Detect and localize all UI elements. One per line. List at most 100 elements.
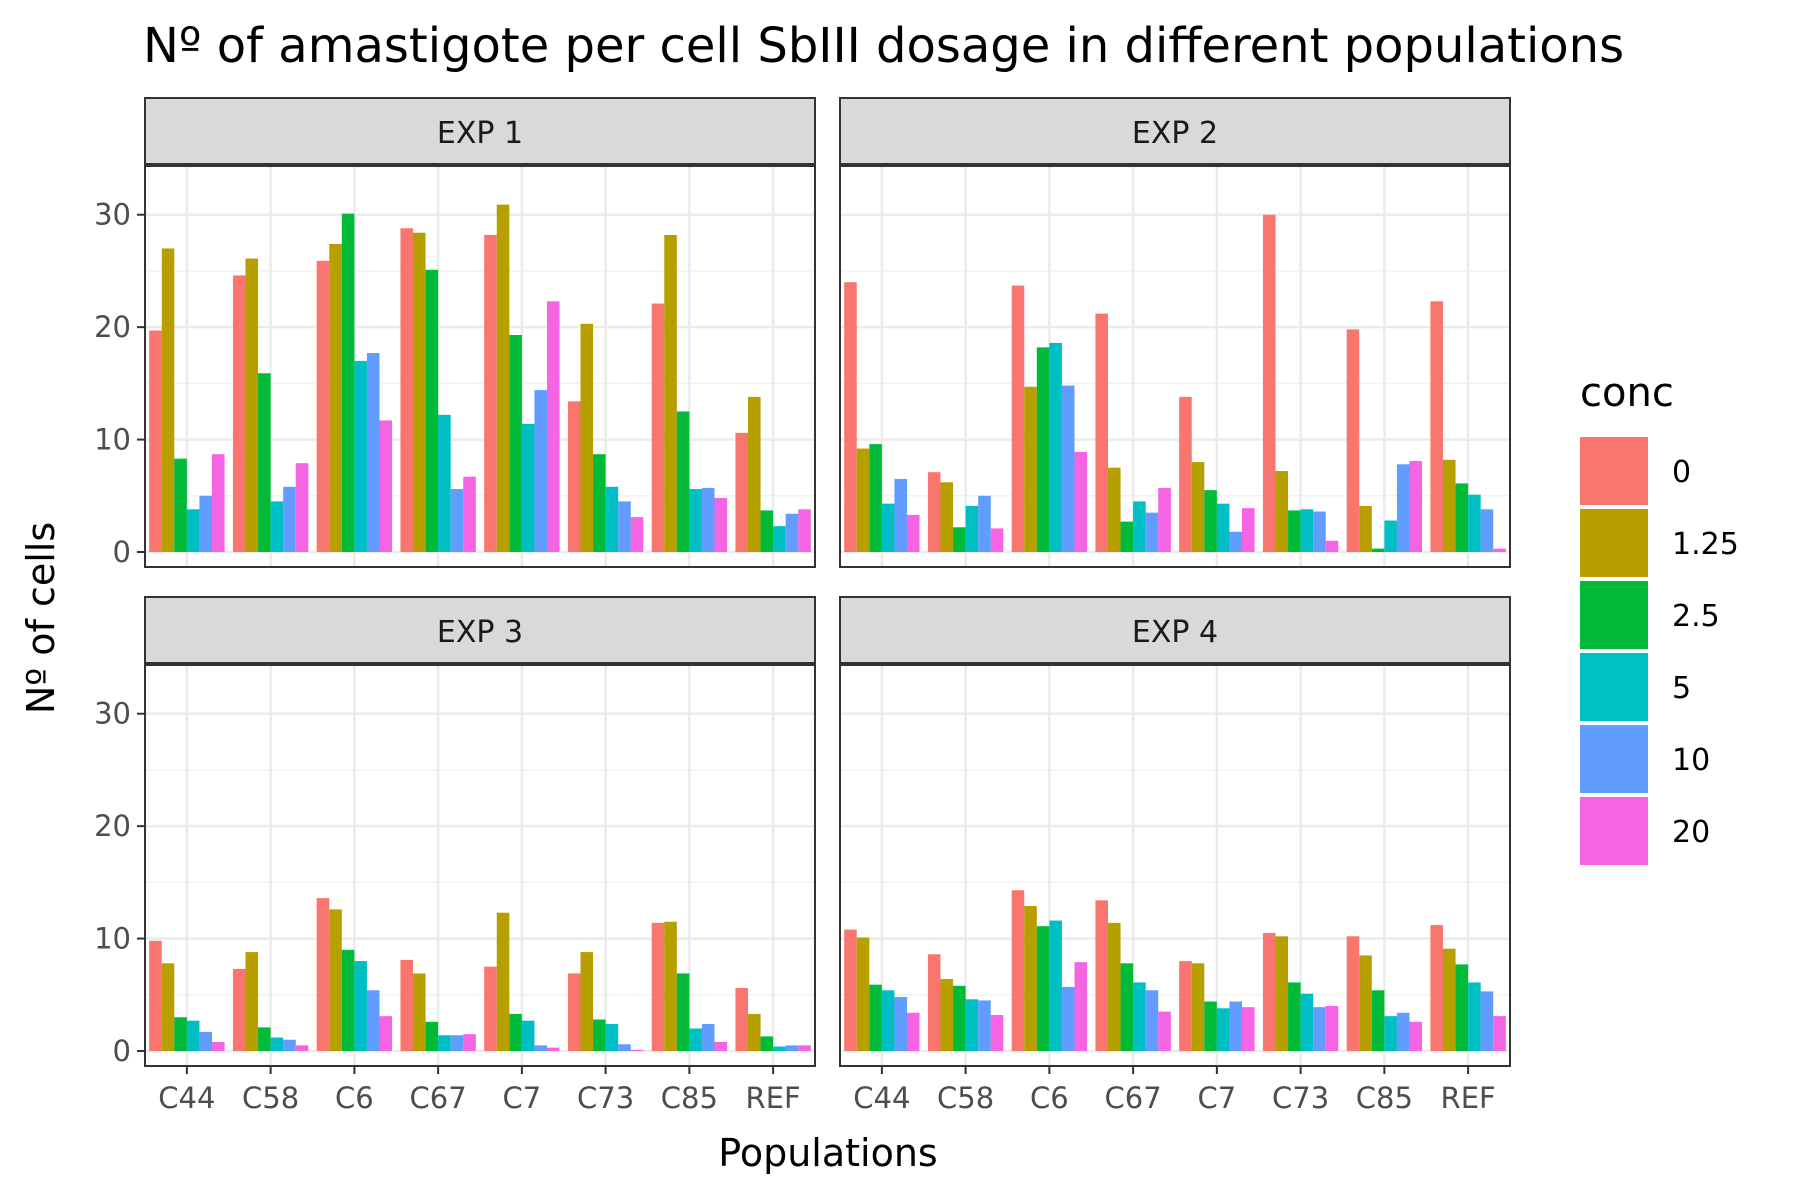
panel-strip [144,97,816,165]
bar [907,1012,920,1051]
bar [714,1042,728,1051]
x-tick-label: C58 [937,1081,994,1115]
bar [618,1044,631,1051]
bar [965,505,979,552]
x-tick-label: C6 [335,1081,374,1115]
bar [174,1017,187,1051]
bar [651,303,665,552]
panel-1: EXP 1 0 10 20 30 [94,97,816,569]
bar [1120,521,1134,552]
legend: conc 0 1.25 2.5 5 10 20 [1580,370,1739,865]
x-tick-label: C67 [1105,1081,1162,1115]
panel-2: EXP 2 [839,97,1511,568]
bar [438,414,451,552]
bar [651,922,665,1051]
bar [856,448,870,552]
bar [199,495,212,552]
bar [798,509,811,552]
legend-label: 10 [1672,743,1710,778]
x-tick-label: C6 [1030,1081,1069,1115]
bar [593,454,606,552]
y-tick-label: 30 [94,198,131,232]
bar [1384,1016,1397,1051]
bar [664,921,677,1051]
panel-strip-label: EXP 2 [1132,116,1218,151]
panel-3: EXP 3 0 10 20 30 C44 C58 C6 C67 C7 C73 C85 REF [94,596,816,1115]
x-tick-label: C44 [853,1081,910,1115]
bar [1480,991,1494,1051]
panel-strip-label: EXP 3 [437,615,523,650]
bar [773,526,786,552]
bar [605,1024,619,1051]
bar [1300,509,1314,552]
bar [270,1037,284,1051]
bar [676,973,690,1051]
bar [1288,510,1301,552]
bar [1024,386,1037,552]
bar [1275,936,1289,1051]
bar [978,495,991,552]
bar [366,990,380,1051]
bar [785,513,799,552]
bar [1216,1008,1230,1051]
bar [1145,512,1159,552]
bar [1384,520,1397,552]
bar [676,411,690,552]
x-tick-label: REF [1441,1081,1496,1115]
x-tick-label: C58 [242,1081,299,1115]
bar [1204,490,1217,552]
bar [965,999,979,1051]
bar [1191,462,1205,552]
bar [1396,464,1410,552]
legend-swatch [1580,797,1648,865]
bar [1346,936,1360,1051]
bar [413,973,426,1051]
bar [484,234,497,553]
bar [425,1021,439,1051]
bar [413,232,426,552]
bar [161,248,175,553]
bar [1216,503,1230,552]
bar [844,929,857,1051]
panel-border [144,165,816,568]
y-tick-label: 10 [94,922,131,956]
bar [316,898,330,1051]
bar [735,432,748,552]
y-tick-label: 20 [94,310,131,344]
bar [894,478,907,552]
bar [295,463,309,552]
legend-items: 0 1.25 2.5 5 10 20 [1580,437,1739,865]
bar [1036,926,1050,1051]
bar [881,503,895,552]
bar [547,1047,560,1051]
bar [953,985,966,1051]
bar [245,952,259,1051]
bar [1242,508,1255,552]
bar [1409,460,1423,552]
bar [735,988,748,1051]
bar [1468,494,1481,552]
panel-strip [839,97,1511,165]
bar [521,1020,535,1051]
bar [425,269,439,552]
bar [1430,925,1443,1051]
bar [1074,451,1088,552]
bar [400,959,413,1051]
bar [1493,1016,1506,1051]
bar [463,476,476,552]
bar [1179,961,1192,1051]
bar [1430,301,1443,552]
bar [1443,948,1456,1051]
bar [701,1024,715,1051]
bar [1229,531,1242,552]
bar [186,509,200,552]
bar [580,952,594,1051]
bar [1275,471,1289,552]
bar [161,963,175,1051]
bar [1229,1001,1242,1051]
bar [785,1045,799,1051]
bar [329,909,342,1051]
x-axis-title: Populations [718,1131,937,1175]
legend-label: 2.5 [1672,599,1720,634]
panel-4: EXP 4 C44 C58 C6 C67 C7 C73 C85 REF [839,596,1511,1115]
